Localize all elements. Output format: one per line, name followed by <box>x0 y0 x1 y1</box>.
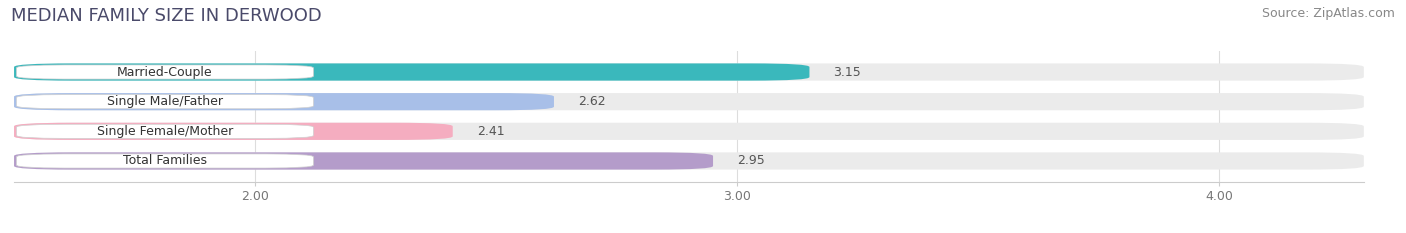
Text: Source: ZipAtlas.com: Source: ZipAtlas.com <box>1261 7 1395 20</box>
Text: Total Families: Total Families <box>122 154 207 168</box>
FancyBboxPatch shape <box>17 154 314 168</box>
FancyBboxPatch shape <box>14 93 1364 110</box>
FancyBboxPatch shape <box>14 123 453 140</box>
FancyBboxPatch shape <box>14 93 554 110</box>
Text: 2.95: 2.95 <box>737 154 765 168</box>
FancyBboxPatch shape <box>14 63 810 81</box>
FancyBboxPatch shape <box>17 65 314 79</box>
Text: 3.15: 3.15 <box>834 65 862 79</box>
FancyBboxPatch shape <box>17 95 314 109</box>
Text: Single Male/Father: Single Male/Father <box>107 95 224 108</box>
FancyBboxPatch shape <box>14 63 1364 81</box>
Text: 2.62: 2.62 <box>578 95 606 108</box>
Text: 2.41: 2.41 <box>477 125 505 138</box>
FancyBboxPatch shape <box>17 124 314 138</box>
Text: Single Female/Mother: Single Female/Mother <box>97 125 233 138</box>
FancyBboxPatch shape <box>14 152 1364 170</box>
FancyBboxPatch shape <box>14 152 713 170</box>
Text: Married-Couple: Married-Couple <box>117 65 212 79</box>
Text: MEDIAN FAMILY SIZE IN DERWOOD: MEDIAN FAMILY SIZE IN DERWOOD <box>11 7 322 25</box>
FancyBboxPatch shape <box>14 123 1364 140</box>
